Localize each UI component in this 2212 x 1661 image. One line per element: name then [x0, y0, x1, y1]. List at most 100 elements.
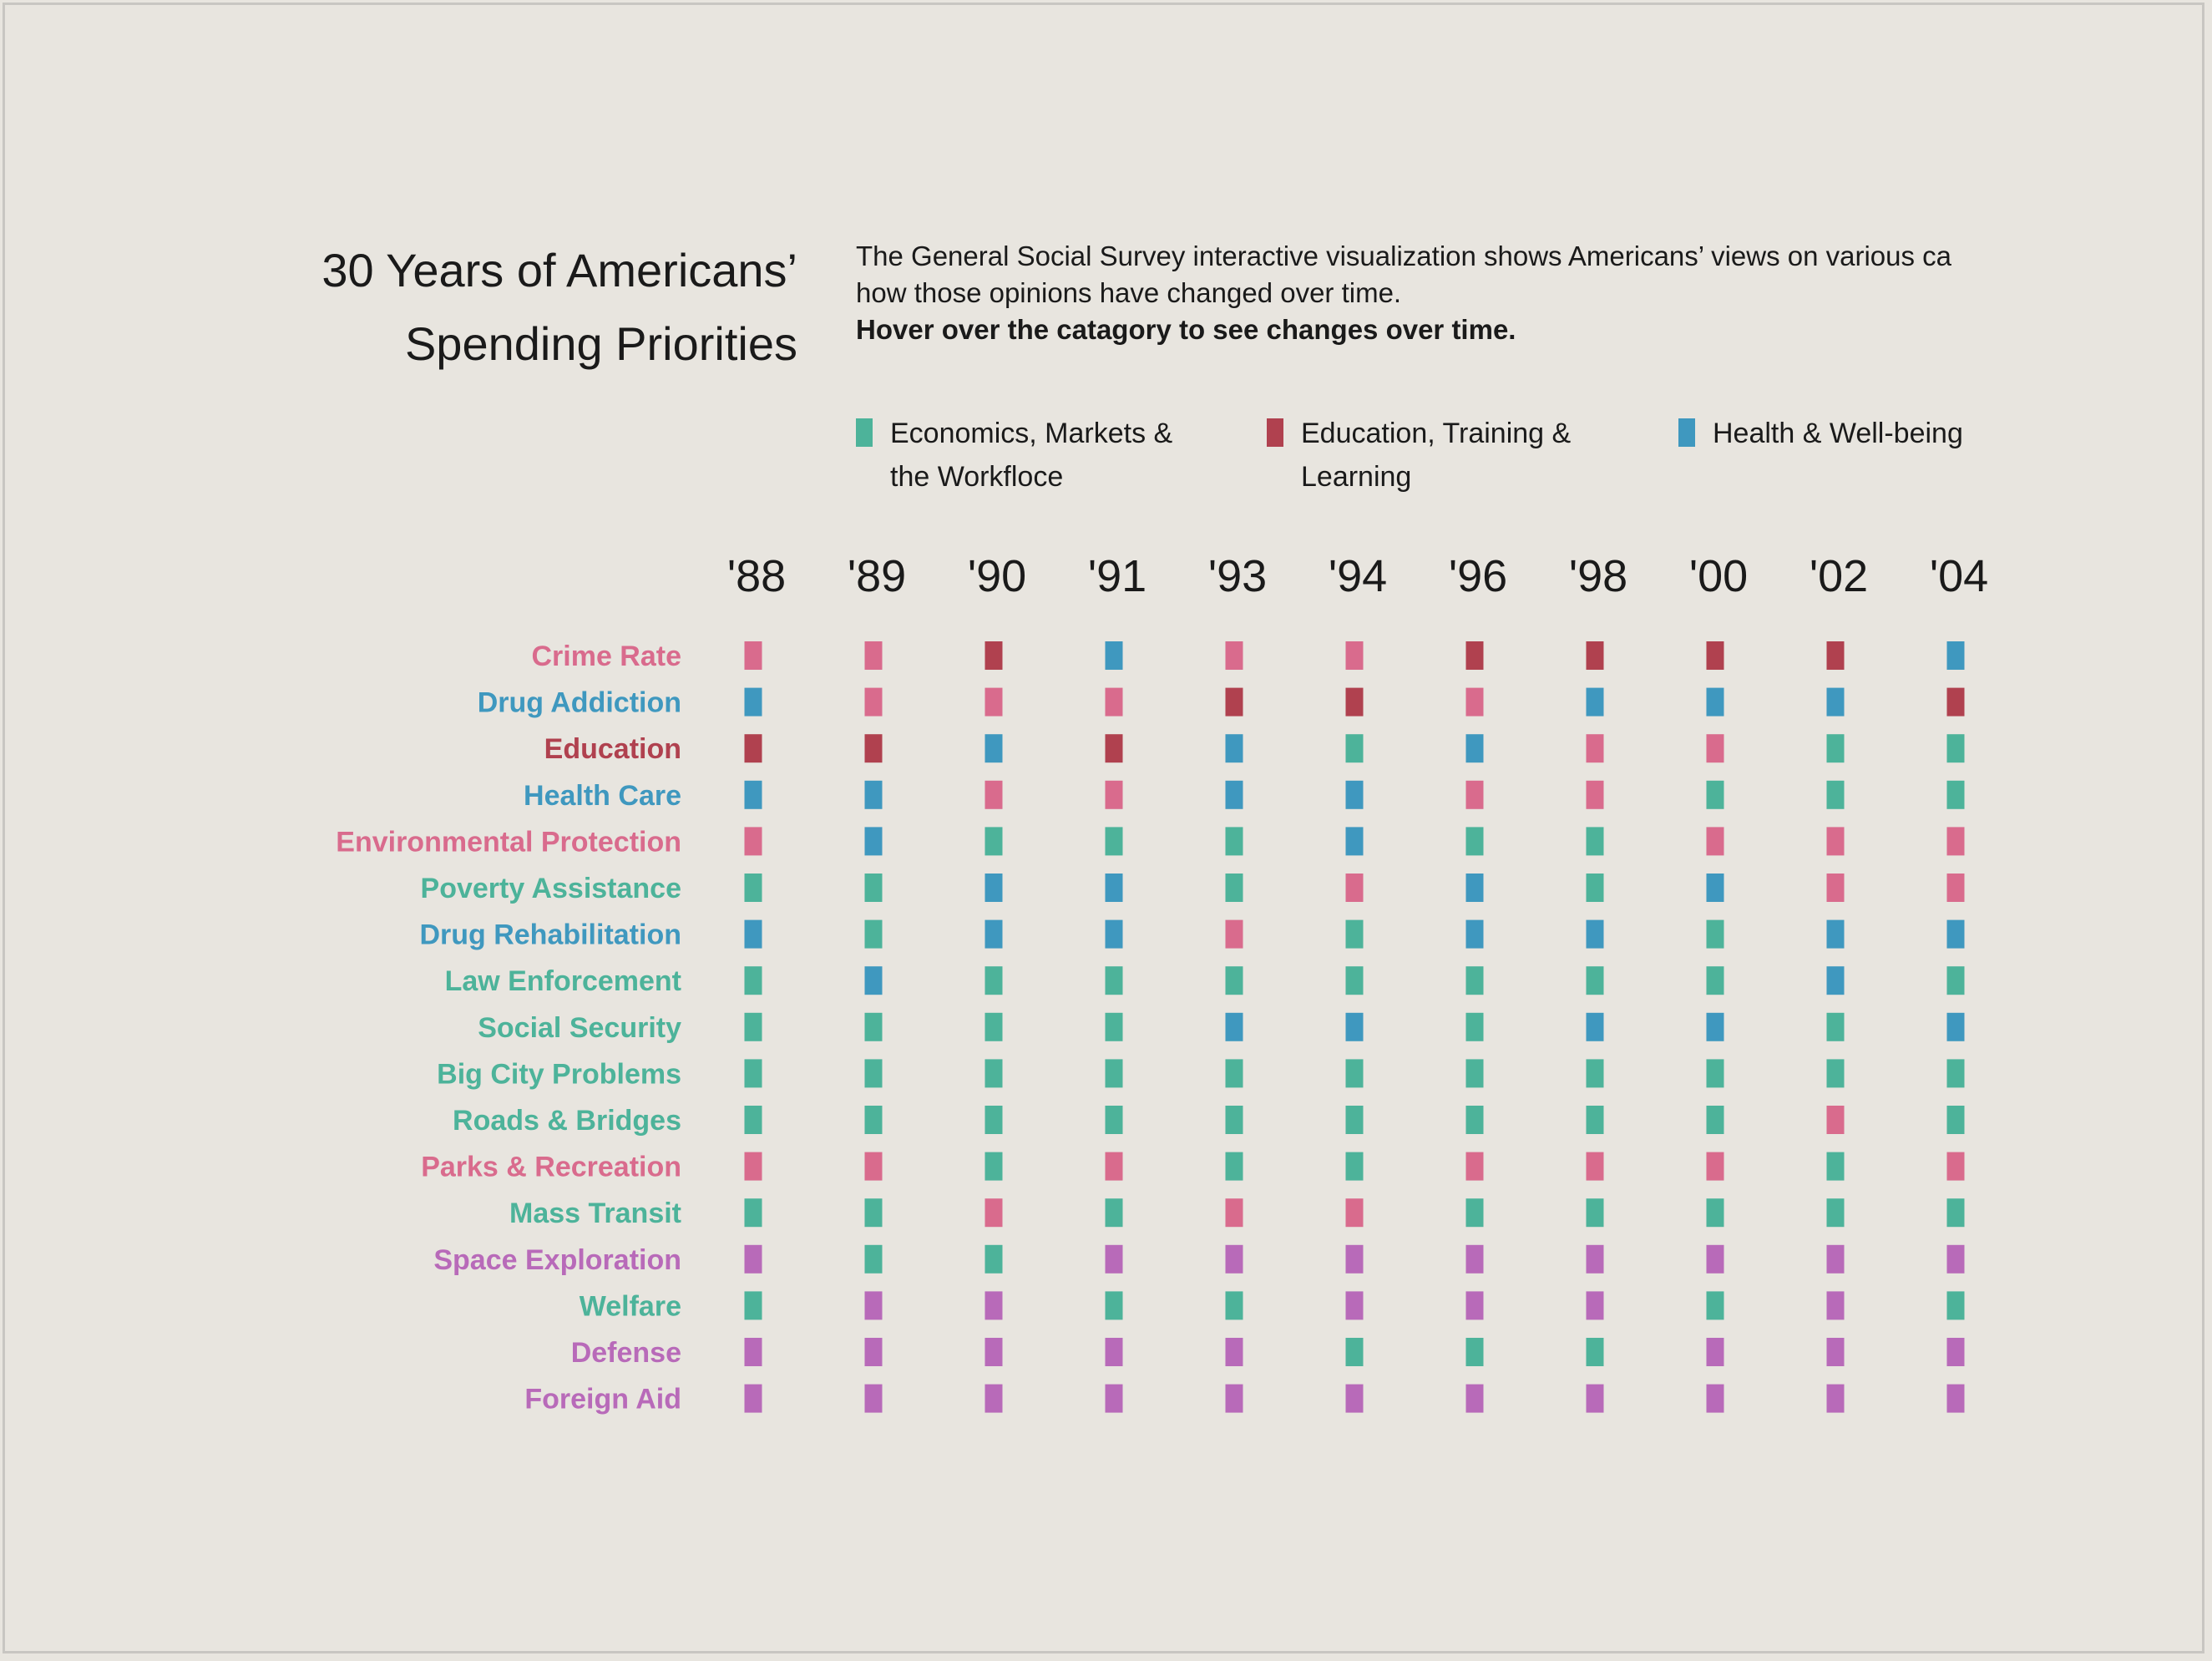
priority-cell	[1586, 874, 1604, 902]
priority-cell	[1706, 1059, 1724, 1088]
year-header: '98	[1569, 551, 1627, 601]
priority-cell	[1465, 1059, 1484, 1088]
category-label[interactable]: Environmental Protection	[336, 826, 681, 858]
priority-cell	[1586, 966, 1604, 995]
priority-cell	[1465, 1338, 1484, 1366]
priority-cell	[744, 1152, 762, 1181]
priority-cell	[1826, 1106, 1845, 1134]
priority-cell	[744, 1338, 762, 1366]
priority-cell	[1225, 780, 1243, 809]
category-label[interactable]: Education	[544, 733, 681, 765]
category-label[interactable]: Health Care	[524, 780, 681, 812]
priority-cell	[864, 641, 883, 670]
category-label[interactable]: Drug Rehabilitation	[419, 919, 681, 951]
priority-cell	[1586, 780, 1604, 809]
priority-cell	[864, 1012, 883, 1041]
priority-cell	[1225, 1106, 1243, 1134]
priority-cell	[1105, 1012, 1123, 1041]
chart-title-line-2: Spending Priorities	[404, 317, 797, 370]
category-label[interactable]: Space Exploration	[433, 1244, 681, 1276]
priority-cell	[1826, 1384, 1845, 1413]
priority-cell	[1826, 687, 1845, 717]
priority-cell	[985, 1152, 1003, 1181]
priority-cell	[1946, 1012, 1965, 1041]
priority-cell	[1706, 1012, 1724, 1041]
priority-cell	[1225, 1291, 1243, 1320]
priority-cell	[864, 1059, 883, 1088]
priority-cell	[1946, 1059, 1965, 1088]
priority-cell	[1105, 1106, 1123, 1134]
priority-cell	[1826, 1291, 1845, 1320]
category-label[interactable]: Poverty Assistance	[421, 873, 681, 904]
priority-cell	[1826, 641, 1845, 670]
priority-cell	[1465, 1012, 1484, 1041]
priority-cell	[1826, 919, 1845, 949]
priority-cell	[1465, 734, 1484, 763]
priority-cell	[1706, 1291, 1724, 1320]
legend-swatch-education	[1267, 418, 1283, 447]
priority-cell	[1105, 780, 1123, 809]
priority-cell	[744, 1384, 762, 1413]
legend-label-health-line-1: Health & Well-being	[1713, 418, 1963, 449]
year-header: '02	[1810, 551, 1868, 601]
priority-cell	[1225, 1012, 1243, 1041]
priority-cell	[1946, 1291, 1965, 1320]
priority-cell	[1706, 827, 1724, 856]
category-label[interactable]: Foreign Aid	[524, 1384, 681, 1415]
priority-cell	[1465, 874, 1484, 902]
priority-cell	[1225, 1198, 1243, 1228]
priority-cell	[744, 641, 762, 670]
priority-cell	[985, 1106, 1003, 1134]
priority-cell	[744, 687, 762, 717]
priority-cell	[1826, 1152, 1845, 1181]
priority-cell	[1225, 687, 1243, 717]
priority-cell	[1706, 1338, 1724, 1366]
priority-cell	[1345, 1152, 1364, 1181]
year-header: '00	[1689, 551, 1748, 601]
priority-cell	[1465, 1152, 1484, 1181]
priority-cell	[1946, 919, 1965, 949]
priority-cell	[1225, 919, 1243, 949]
priority-cell	[1826, 1012, 1845, 1041]
priority-cell	[1105, 1198, 1123, 1228]
priority-cell	[1225, 874, 1243, 902]
category-label[interactable]: Social Security	[478, 1012, 681, 1044]
priority-cell	[1706, 1244, 1724, 1274]
priority-cell	[1586, 687, 1604, 717]
year-header: '96	[1449, 551, 1507, 601]
legend-swatch-health	[1678, 418, 1695, 447]
category-label[interactable]: Roads & Bridges	[453, 1105, 681, 1137]
priority-cell	[1105, 1244, 1123, 1274]
priority-cell	[985, 1244, 1003, 1274]
priority-cell	[864, 1384, 883, 1413]
category-label[interactable]: Big City Problems	[437, 1058, 681, 1090]
priority-cell	[864, 1152, 883, 1181]
priority-cell	[1345, 1384, 1364, 1413]
priority-cell	[1465, 1291, 1484, 1320]
priority-cell	[1586, 641, 1604, 670]
priority-cell	[1465, 780, 1484, 809]
category-label[interactable]: Mass Transit	[509, 1198, 681, 1229]
priority-cell	[1826, 1198, 1845, 1228]
priority-cell	[1946, 874, 1965, 902]
category-label[interactable]: Law Enforcement	[445, 965, 681, 997]
priority-cell	[864, 919, 883, 949]
priority-cell	[1225, 827, 1243, 856]
priority-cell	[744, 1059, 762, 1088]
category-label[interactable]: Defense	[571, 1337, 681, 1369]
priority-cell	[1105, 687, 1123, 717]
priority-cell	[744, 1198, 762, 1228]
category-label[interactable]: Drug Addiction	[478, 687, 681, 719]
year-header: '91	[1088, 551, 1146, 601]
priority-cell	[985, 1059, 1003, 1088]
priority-cell	[1225, 1338, 1243, 1366]
priority-cell	[1225, 1384, 1243, 1413]
category-label[interactable]: Parks & Recreation	[421, 1152, 681, 1183]
priority-cell	[985, 1198, 1003, 1228]
priority-cell	[1946, 966, 1965, 995]
category-label[interactable]: Welfare	[580, 1290, 681, 1322]
category-label[interactable]: Crime Rate	[531, 641, 681, 672]
priority-cell	[1946, 734, 1965, 763]
legend-label-education-line-2: Learning	[1301, 461, 1412, 493]
priority-cell	[1345, 687, 1364, 717]
